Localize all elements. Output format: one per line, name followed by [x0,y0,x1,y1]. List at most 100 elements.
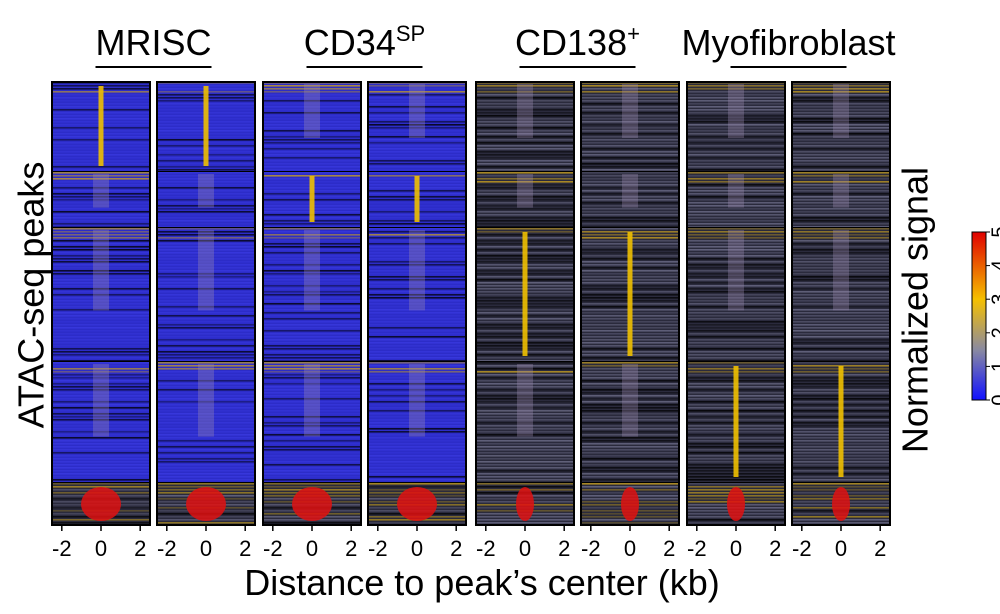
row-texture [157,240,255,242]
x-tick-label: 0 [306,536,318,561]
row-texture [687,303,785,305]
row-texture [263,115,361,117]
row-texture [263,419,361,421]
row-texture [581,401,679,403]
row-texture [792,199,890,201]
row-texture [368,226,466,228]
cluster-background [476,362,574,483]
row-texture [476,211,574,213]
row-texture [687,264,785,266]
row-texture [581,88,679,90]
enrichment-red [727,487,745,521]
row-texture [476,434,574,436]
row-texture [52,464,150,466]
row-texture [52,419,150,421]
row-texture [368,428,466,430]
row-texture [157,246,255,248]
row-texture [581,184,679,186]
row-texture [476,431,574,433]
row-texture [687,106,785,108]
row-texture [157,431,255,433]
row-texture [263,476,361,478]
row-texture [157,327,255,329]
row-texture [157,202,255,204]
row-texture [476,118,574,120]
row-texture [157,315,255,317]
colorbar-tick-label: 0 [988,394,1000,405]
row-texture [581,175,679,177]
row-texture [581,461,679,463]
row-texture [687,223,785,225]
row-texture [476,437,574,439]
row-texture [52,282,150,284]
row-texture [687,522,785,524]
row-texture [157,255,255,257]
row-texture [263,464,361,466]
row-texture [687,240,785,242]
row-texture [476,443,574,445]
row-texture [52,214,150,216]
row-texture [476,380,574,382]
row-texture [368,452,466,454]
row-texture [476,416,574,418]
row-texture [792,139,890,141]
row-texture [263,270,361,272]
row-texture [687,139,785,141]
row-texture [263,109,361,111]
row-texture [52,306,150,308]
row-texture [581,368,679,370]
row-texture [581,470,679,472]
row-texture [581,522,679,524]
row-texture [52,249,150,251]
row-texture [368,223,466,225]
row-texture [476,145,574,147]
row-texture [368,115,466,117]
row-texture [368,371,466,373]
row-texture [263,133,361,135]
row-texture [368,94,466,96]
row-texture [476,458,574,460]
row-texture [263,142,361,144]
row-texture [368,142,466,144]
row-texture [687,157,785,159]
row-texture [157,309,255,311]
row-texture [687,333,785,335]
row-texture [52,234,150,236]
row-texture [52,220,150,222]
row-texture [792,220,890,222]
row-texture [368,333,466,335]
row-texture [476,452,574,454]
row-texture [368,240,466,242]
row-texture [157,522,255,524]
x-tick-label: -2 [792,536,812,561]
enrichment-faint [409,230,425,311]
row-texture [368,386,466,388]
row-texture [157,464,255,466]
row-texture [368,419,466,421]
row-texture [792,202,890,204]
row-texture [687,187,785,189]
row-texture [263,431,361,433]
row-texture [52,270,150,272]
row-texture [687,142,785,144]
colorbar-tick-label: 4 [988,260,1000,271]
row-texture [368,124,466,126]
row-texture [157,449,255,451]
row-texture [476,226,574,228]
row-texture [52,199,150,201]
row-texture [263,483,361,485]
row-texture [581,115,679,117]
row-texture [687,479,785,481]
row-texture [157,276,255,278]
row-texture [581,145,679,147]
row-texture [687,115,785,117]
row-texture [52,455,150,457]
row-texture [581,157,679,159]
group-title: CD34SP [304,21,425,63]
row-texture [476,175,574,177]
row-texture [687,190,785,192]
row-texture [52,401,150,403]
row-texture [792,276,890,278]
row-texture [263,461,361,463]
row-texture [476,151,574,153]
